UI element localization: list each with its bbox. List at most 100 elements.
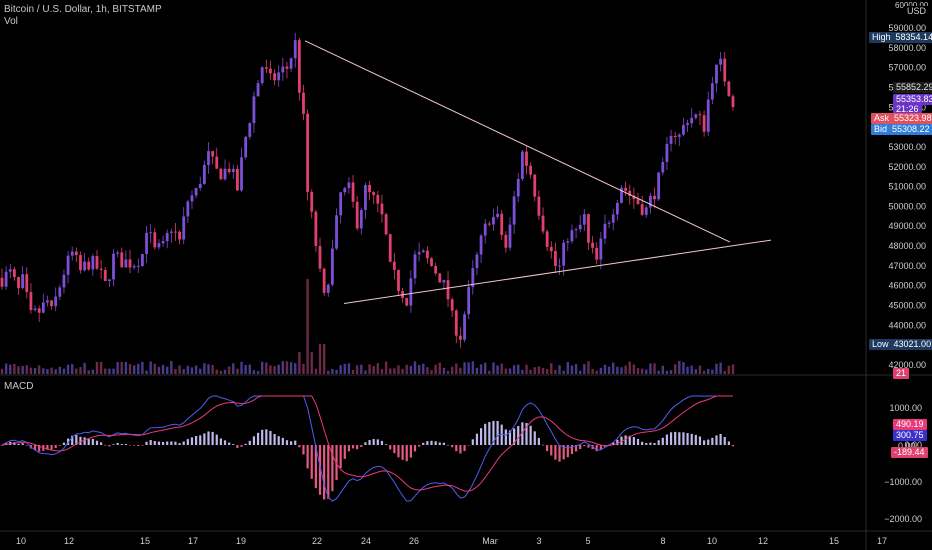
candle [236,164,239,192]
macd-histogram-bar [46,445,49,450]
candle [719,52,723,72]
candle-body [492,216,495,225]
volume-bar [661,365,664,374]
macd-histogram-bar [430,440,433,445]
candle [359,207,363,235]
macd-histogram-bar [529,425,532,445]
candle [615,199,619,221]
time-tick-label: 17 [877,536,887,546]
candle [153,228,157,250]
volume-bar [95,361,99,374]
macd-histogram [0,420,735,500]
candle [211,150,215,165]
candle-body [269,68,272,74]
high-tag: High 58354.14 [869,32,932,43]
macd-histogram-bar [364,442,367,445]
candle-body [388,234,392,262]
candle-body [33,308,37,311]
candle [306,109,310,201]
candle [252,91,256,133]
candle [529,162,533,179]
volume-bar [649,363,652,374]
candle [475,251,479,276]
volume-bar [612,362,615,374]
candle [107,279,111,288]
candle-body [574,229,578,231]
volume-bars [0,279,735,374]
candle [607,220,611,229]
candle-body [136,265,140,267]
candle-body [533,174,537,197]
macd-histogram-bar [422,442,425,445]
price-tick-label: 49000.00 [888,221,926,231]
volume-label[interactable]: Vol [4,16,18,27]
candle [384,212,388,236]
macd-label[interactable]: MACD [4,381,34,392]
macd-histogram-bar [256,432,260,445]
candle [273,69,276,86]
candle-body [149,232,153,234]
macd-tick-label: −2000.00 [884,514,922,524]
volume-bar [13,363,16,374]
macd-histogram-bar [579,445,582,450]
currency-label[interactable]: USD [904,6,930,17]
volume-bar [343,363,346,374]
macd-histogram-bar [595,445,598,452]
candle [165,229,169,249]
candle [141,253,144,268]
macd-histogram-bar [294,440,297,445]
macd-histogram-bar [380,440,384,445]
candle-body [727,81,731,97]
candle [83,252,86,272]
macd-histogram-bar [504,429,507,445]
macd-histogram-bar [58,445,61,446]
macd-histogram-bar [554,445,557,460]
volume-bar [211,364,214,374]
macd-histogram-bar [372,438,375,445]
macd-histogram-bar [426,441,429,445]
candle [620,184,623,204]
candle-body [231,168,235,173]
candle-body [504,234,508,248]
candle-body [649,195,652,208]
candle-body [520,151,524,179]
volume-bar [715,363,718,374]
time-tick-label: 10 [707,536,717,546]
candle-body [719,58,723,65]
candle-body [318,245,322,269]
macd-histogram-bar [599,445,602,450]
macd-histogram-bar [178,443,181,445]
time-tick-label: 10 [16,536,26,546]
trendline-upper [304,40,731,243]
macd-histogram-bar [376,439,379,445]
macd-histogram-bar [517,426,520,445]
macd-histogram-bar [120,444,123,445]
macd-histogram-bar [413,445,417,452]
macd-histogram-bar [343,445,346,459]
volume-bar [484,362,487,374]
volume-bar [99,361,103,374]
candle-body [591,242,594,248]
candle [202,160,206,185]
candle [545,229,549,252]
candle [149,223,153,243]
volume-bar [190,367,194,374]
volume-bar [657,370,660,374]
candle-body [153,232,157,248]
candle [591,236,594,254]
symbol-title[interactable]: Bitcoin / U.S. Dollar, 1h, BITSTAMP [4,4,162,15]
candle [198,176,202,191]
candle-body [87,261,91,270]
volume-bar [137,363,140,374]
macd-histogram-bar [244,443,247,445]
macd-histogram-bar [612,442,615,445]
candle-body [310,191,314,212]
volume-bar [471,361,475,374]
candle [174,222,177,241]
macd-histogram-bar [641,441,644,445]
macd-histogram-bar [558,445,561,462]
volume-bar [393,368,396,374]
candle-body [297,40,301,93]
volume-bar [37,365,41,374]
